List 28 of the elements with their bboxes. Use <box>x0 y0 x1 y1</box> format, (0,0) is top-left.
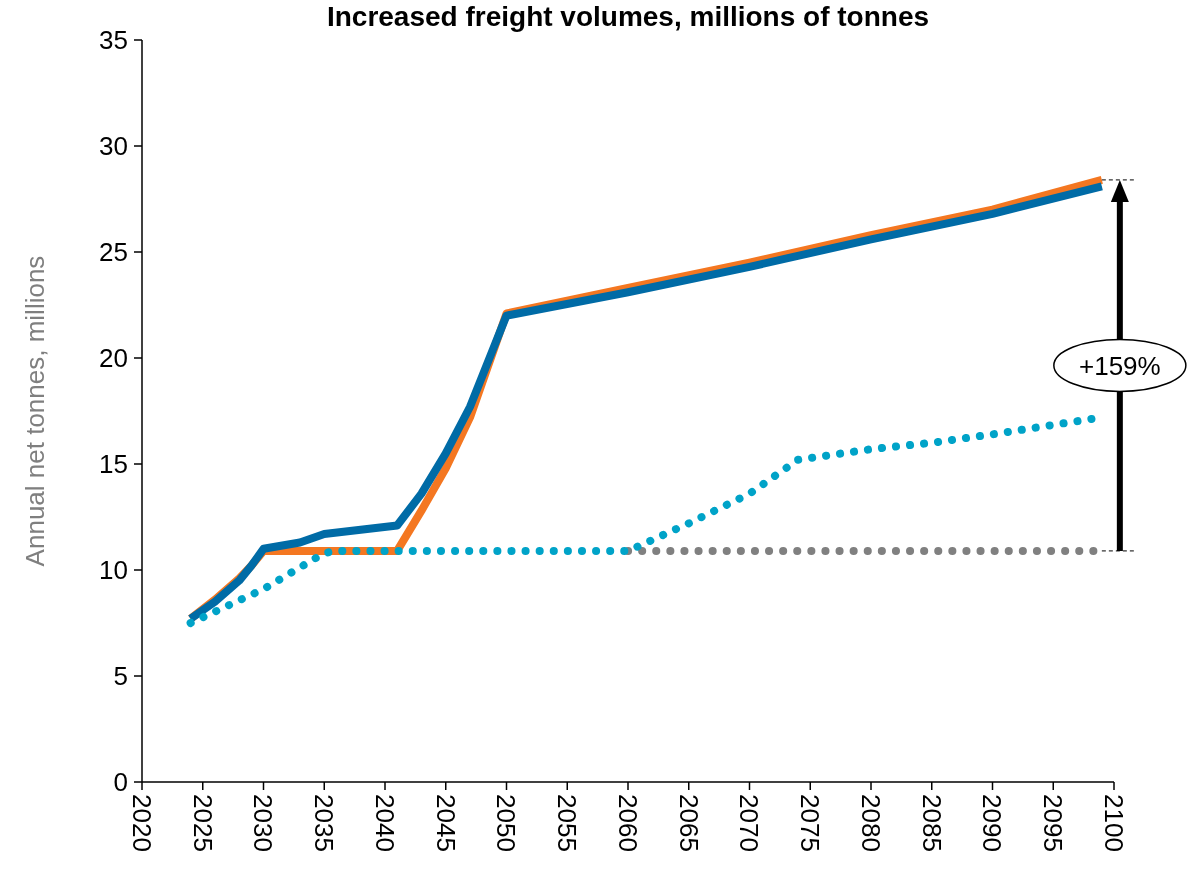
x-tick-label: 2055 <box>552 794 583 852</box>
x-tick-label: 2095 <box>1038 794 1069 852</box>
x-tick-label: 2045 <box>430 794 461 852</box>
x-tick-label: 2085 <box>916 794 947 852</box>
y-tick-label: 35 <box>99 25 128 56</box>
y-tick-label: 25 <box>99 237 128 268</box>
y-tick-label: 0 <box>113 767 128 798</box>
x-tick-label: 2100 <box>1098 794 1129 852</box>
y-tick-label: 30 <box>99 131 128 162</box>
y-tick-label: 5 <box>113 661 128 692</box>
x-tick-label: 2080 <box>855 794 886 852</box>
chart-title: Increased freight volumes, millions of tonnes <box>326 1 930 32</box>
x-tick-label: 2090 <box>977 794 1008 852</box>
y-axis-title: Annual net tonnes, millions <box>20 255 50 567</box>
x-tick-label: 2025 <box>187 794 218 852</box>
x-tick-label: 2035 <box>309 794 340 852</box>
x-tick-label: 2050 <box>491 794 522 852</box>
y-tick-label: 20 <box>99 343 128 374</box>
y-tick-label: 10 <box>99 555 128 586</box>
x-tick-label: 2060 <box>612 794 643 852</box>
y-tick-label: 15 <box>99 449 128 480</box>
x-tick-label: 2075 <box>795 794 826 852</box>
x-tick-label: 2020 <box>126 794 157 852</box>
x-tick-label: 2040 <box>369 794 400 852</box>
x-tick-label: 2065 <box>673 794 704 852</box>
x-tick-label: 2030 <box>248 794 279 852</box>
annotation: +159% <box>1079 350 1161 381</box>
x-tick-label: 2070 <box>734 794 765 852</box>
